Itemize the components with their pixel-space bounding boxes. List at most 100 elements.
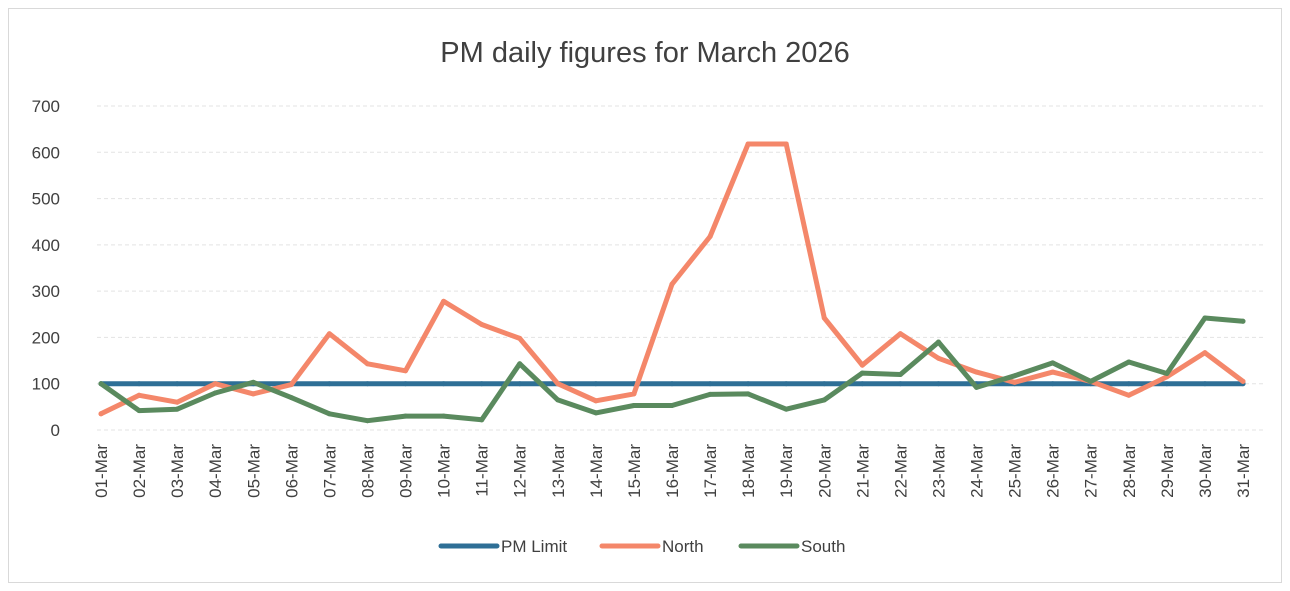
chart-frame [8, 8, 1282, 583]
x-tick-label: 24-Mar [968, 444, 987, 498]
data-point [1050, 360, 1056, 366]
x-tick-label: 30-Mar [1196, 444, 1215, 498]
data-point [403, 381, 409, 387]
data-point [745, 141, 751, 147]
data-point [1088, 378, 1094, 384]
data-point [326, 331, 332, 337]
series-pm-limit [98, 381, 1246, 387]
data-point [174, 381, 180, 387]
data-point [1012, 379, 1018, 385]
data-point [593, 398, 599, 404]
data-point [821, 397, 827, 403]
x-tick-label: 12-Mar [511, 444, 530, 498]
x-tick-label: 07-Mar [320, 444, 339, 498]
x-tick-label: 11-Mar [473, 444, 492, 497]
data-point [174, 406, 180, 412]
data-point [364, 361, 370, 367]
data-point [859, 362, 865, 368]
x-tick-label: 21-Mar [853, 444, 872, 498]
data-point [212, 390, 218, 396]
data-point [821, 315, 827, 321]
x-tick-label: 10-Mar [435, 444, 454, 498]
x-tick-label: 09-Mar [397, 444, 416, 498]
data-point [1050, 381, 1056, 387]
data-point [935, 355, 941, 361]
data-point [1126, 392, 1132, 398]
data-point [326, 411, 332, 417]
data-point [897, 371, 903, 377]
data-point [897, 331, 903, 337]
legend-item: PM Limit [438, 537, 567, 556]
data-point [1240, 378, 1246, 384]
x-tick-label: 25-Mar [1006, 444, 1025, 498]
x-tick-label: 17-Mar [701, 444, 720, 498]
data-point [1126, 381, 1132, 387]
data-point [403, 413, 409, 419]
data-point [859, 370, 865, 376]
data-point [974, 369, 980, 375]
data-point [555, 397, 561, 403]
x-tick-label: 31-Mar [1234, 444, 1253, 498]
data-point [1012, 373, 1018, 379]
data-point [136, 408, 142, 414]
data-point [935, 381, 941, 387]
x-tick-label: 26-Mar [1044, 444, 1063, 498]
data-point [1050, 369, 1056, 375]
data-point [136, 392, 142, 398]
data-point [783, 381, 789, 387]
data-point [1126, 359, 1132, 365]
x-tick-label: 20-Mar [815, 444, 834, 498]
x-tick-label: 13-Mar [549, 444, 568, 498]
x-tick-label: 27-Mar [1082, 444, 1101, 498]
data-point [250, 379, 256, 385]
chart-title: PM daily figures for March 2026 [440, 37, 849, 69]
y-tick-label: 100 [32, 375, 60, 394]
data-point [1202, 381, 1208, 387]
y-tick-label: 200 [32, 328, 60, 347]
data-point [821, 381, 827, 387]
data-point [517, 335, 523, 341]
y-tick-label: 500 [32, 190, 60, 209]
data-point [593, 381, 599, 387]
data-point [479, 381, 485, 387]
data-point [403, 368, 409, 374]
data-point [669, 281, 675, 287]
data-point [136, 381, 142, 387]
data-point [859, 381, 865, 387]
data-point [707, 234, 713, 240]
legend-label: PM Limit [501, 537, 567, 556]
x-tick-label: 04-Mar [206, 444, 225, 498]
data-point [783, 406, 789, 412]
legend-item: North [599, 537, 704, 556]
data-point [897, 381, 903, 387]
x-tick-label: 01-Mar [92, 444, 111, 498]
data-point [1164, 381, 1170, 387]
data-point [745, 391, 751, 397]
data-point [364, 418, 370, 424]
data-point [517, 361, 523, 367]
data-point [479, 417, 485, 423]
y-tick-label: 0 [51, 421, 60, 440]
data-point [250, 391, 256, 397]
data-point [1164, 371, 1170, 377]
x-tick-label: 02-Mar [130, 444, 149, 498]
legend-item: South [738, 537, 845, 556]
y-axis-ticks: 0 100 200 300 400 500 600 700 [32, 97, 60, 440]
data-point [212, 381, 218, 387]
data-point [631, 402, 637, 408]
x-tick-label: 28-Mar [1120, 444, 1139, 498]
x-tick-label: 06-Mar [282, 444, 301, 498]
y-tick-label: 300 [32, 282, 60, 301]
data-point [441, 413, 447, 419]
data-point [326, 381, 332, 387]
data-point [441, 381, 447, 387]
y-tick-label: 700 [32, 97, 60, 116]
x-tick-label: 05-Mar [244, 444, 263, 498]
data-point [288, 395, 294, 401]
data-point [631, 391, 637, 397]
data-point [288, 382, 294, 388]
y-tick-label: 400 [32, 236, 60, 255]
legend: PM Limit North South [438, 537, 845, 556]
x-tick-label: 29-Mar [1158, 444, 1177, 498]
